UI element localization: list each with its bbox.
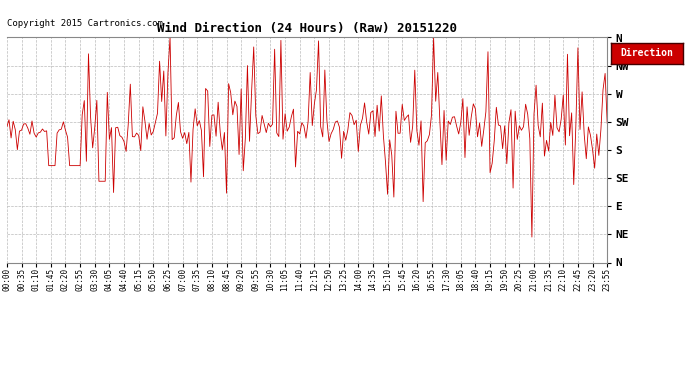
Text: Copyright 2015 Cartronics.com: Copyright 2015 Cartronics.com [7, 20, 163, 28]
Title: Wind Direction (24 Hours) (Raw) 20151220: Wind Direction (24 Hours) (Raw) 20151220 [157, 22, 457, 35]
Text: Direction: Direction [620, 48, 673, 58]
